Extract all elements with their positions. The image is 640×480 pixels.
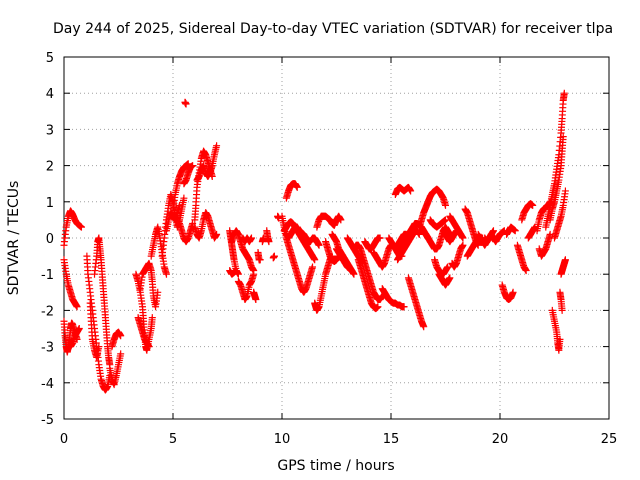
data-point bbox=[374, 303, 382, 311]
x-tick-label: 15 bbox=[383, 432, 400, 447]
y-tick-label: 5 bbox=[46, 51, 54, 66]
data-point bbox=[250, 270, 258, 278]
data-point bbox=[73, 303, 81, 311]
data-point bbox=[154, 288, 162, 296]
data-point bbox=[446, 274, 454, 282]
data-point bbox=[459, 234, 467, 242]
y-tick-label: -1 bbox=[41, 268, 54, 283]
data-point bbox=[176, 201, 184, 209]
data-point bbox=[189, 220, 197, 228]
data-point bbox=[350, 270, 358, 278]
data-point bbox=[180, 194, 188, 202]
data-point bbox=[560, 89, 568, 97]
data-point bbox=[509, 288, 517, 296]
data-point bbox=[265, 238, 273, 246]
data-point bbox=[459, 241, 467, 249]
y-tick-label: 1 bbox=[46, 196, 54, 211]
data-point bbox=[442, 201, 449, 209]
data-point bbox=[442, 216, 449, 224]
data-point bbox=[293, 183, 301, 191]
data-point bbox=[75, 325, 83, 332]
data-point bbox=[511, 227, 519, 235]
data-point bbox=[348, 267, 356, 275]
data-point bbox=[77, 223, 85, 231]
y-tick-label: 0 bbox=[46, 232, 54, 247]
data-point bbox=[148, 314, 156, 322]
data-point bbox=[95, 343, 103, 351]
data-point bbox=[400, 303, 408, 311]
data-point bbox=[376, 234, 384, 242]
data-point bbox=[117, 350, 125, 358]
data-point bbox=[182, 100, 190, 108]
data-point bbox=[145, 343, 153, 351]
data-point bbox=[522, 267, 530, 275]
chart-title: Day 244 of 2025, Sidereal Day-to-day VTE… bbox=[53, 21, 613, 37]
data-point bbox=[489, 227, 497, 235]
data-point bbox=[189, 162, 197, 170]
y-tick-label: 2 bbox=[46, 160, 54, 175]
data-point bbox=[561, 187, 569, 195]
data-point bbox=[252, 296, 260, 304]
data-point bbox=[213, 142, 221, 150]
data-point bbox=[559, 133, 567, 141]
y-tick-label: -3 bbox=[41, 341, 54, 356]
data-point bbox=[558, 306, 566, 314]
y-tick-label: -5 bbox=[41, 413, 54, 428]
data-point bbox=[415, 230, 423, 238]
axis-ticks bbox=[63, 56, 610, 420]
data-point bbox=[117, 332, 125, 340]
y-tick-label: 3 bbox=[46, 123, 54, 138]
y-tick-label: 4 bbox=[46, 87, 54, 102]
data-point bbox=[315, 241, 323, 249]
x-tick-label: 10 bbox=[274, 432, 291, 447]
data-point bbox=[256, 256, 264, 264]
x-axis-label: GPS time / hours bbox=[277, 458, 394, 474]
data-point bbox=[213, 230, 221, 238]
data-point bbox=[420, 323, 428, 331]
data-point bbox=[259, 234, 267, 242]
y-tick-label: -4 bbox=[41, 377, 54, 392]
data-point bbox=[529, 201, 537, 209]
data-point bbox=[309, 263, 317, 271]
y-axis-label: SDTVAR / TECUs bbox=[6, 181, 22, 296]
data-point bbox=[270, 252, 278, 260]
data-point bbox=[561, 256, 569, 264]
y-tick-label: -2 bbox=[41, 304, 54, 319]
data-points bbox=[60, 89, 569, 394]
data-point bbox=[232, 267, 240, 275]
data-point bbox=[247, 234, 255, 242]
data-point bbox=[162, 270, 170, 278]
data-point bbox=[337, 216, 345, 224]
x-tick-label: 20 bbox=[492, 432, 509, 447]
data-point bbox=[407, 187, 415, 195]
data-point bbox=[546, 230, 554, 238]
x-tick-label: 25 bbox=[601, 432, 618, 447]
x-tick-label: 0 bbox=[60, 432, 68, 447]
x-tick-labels: 0 5 10 15 20 25 bbox=[60, 432, 617, 447]
data-point bbox=[444, 263, 452, 271]
x-tick-label: 5 bbox=[169, 432, 177, 447]
y-tick-labels: -5 -4 -3 -2 -1 0 1 2 3 4 5 bbox=[41, 51, 54, 428]
data-point bbox=[311, 256, 319, 264]
data-point bbox=[556, 335, 564, 343]
